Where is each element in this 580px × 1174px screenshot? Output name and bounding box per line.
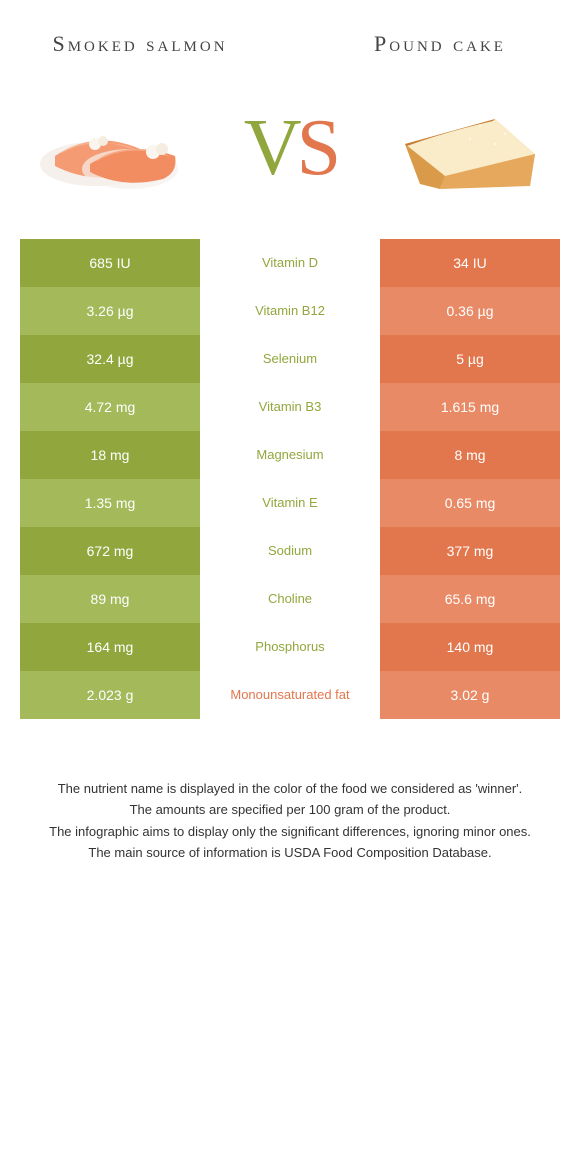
infographic-container: Smoked salmon Pound cake VS [0, 0, 580, 885]
left-value: 1.35 mg [20, 479, 200, 527]
table-row: 32.4 µgSelenium5 µg [20, 335, 560, 383]
vs-row: VS [0, 69, 580, 239]
nutrient-name: Vitamin B3 [200, 383, 380, 431]
vs-s: S [297, 104, 337, 192]
nutrient-name: Selenium [200, 335, 380, 383]
left-value: 2.023 g [20, 671, 200, 719]
right-value: 0.36 µg [380, 287, 560, 335]
vs-v: V [244, 104, 297, 192]
vs-label: VS [244, 103, 336, 194]
left-value: 164 mg [20, 623, 200, 671]
table-row: 18 mgMagnesium8 mg [20, 431, 560, 479]
table-row: 89 mgCholine65.6 mg [20, 575, 560, 623]
footer-notes: The nutrient name is displayed in the co… [0, 719, 580, 885]
right-value: 0.65 mg [380, 479, 560, 527]
table-row: 685 IUVitamin D34 IU [20, 239, 560, 287]
table-row: 672 mgSodium377 mg [20, 527, 560, 575]
table-row: 164 mgPhosphorus140 mg [20, 623, 560, 671]
nutrient-table: 685 IUVitamin D34 IU3.26 µgVitamin B120.… [0, 239, 580, 719]
titles-row: Smoked salmon Pound cake [0, 0, 580, 69]
nutrient-name: Sodium [200, 527, 380, 575]
nutrient-name: Phosphorus [200, 623, 380, 671]
salmon-image [30, 89, 200, 209]
right-value: 34 IU [380, 239, 560, 287]
left-value: 32.4 µg [20, 335, 200, 383]
table-row: 2.023 gMonounsaturated fat3.02 g [20, 671, 560, 719]
left-value: 685 IU [20, 239, 200, 287]
title-left: Smoked salmon [40, 30, 240, 59]
right-value: 377 mg [380, 527, 560, 575]
right-value: 65.6 mg [380, 575, 560, 623]
nutrient-name: Monounsaturated fat [200, 671, 380, 719]
left-value: 89 mg [20, 575, 200, 623]
right-value: 1.615 mg [380, 383, 560, 431]
nutrient-name: Choline [200, 575, 380, 623]
cake-image [380, 89, 550, 209]
nutrient-name: Magnesium [200, 431, 380, 479]
title-right: Pound cake [340, 30, 540, 59]
table-row: 3.26 µgVitamin B120.36 µg [20, 287, 560, 335]
table-row: 1.35 mgVitamin E0.65 mg [20, 479, 560, 527]
right-value: 8 mg [380, 431, 560, 479]
footer-line: The main source of information is USDA F… [40, 843, 540, 863]
footer-line: The nutrient name is displayed in the co… [40, 779, 540, 799]
right-value: 3.02 g [380, 671, 560, 719]
table-row: 4.72 mgVitamin B31.615 mg [20, 383, 560, 431]
left-value: 4.72 mg [20, 383, 200, 431]
footer-line: The infographic aims to display only the… [40, 822, 540, 842]
left-value: 3.26 µg [20, 287, 200, 335]
nutrient-name: Vitamin D [200, 239, 380, 287]
nutrient-name: Vitamin E [200, 479, 380, 527]
left-value: 672 mg [20, 527, 200, 575]
nutrient-name: Vitamin B12 [200, 287, 380, 335]
right-value: 140 mg [380, 623, 560, 671]
footer-line: The amounts are specified per 100 gram o… [40, 800, 540, 820]
right-value: 5 µg [380, 335, 560, 383]
left-value: 18 mg [20, 431, 200, 479]
